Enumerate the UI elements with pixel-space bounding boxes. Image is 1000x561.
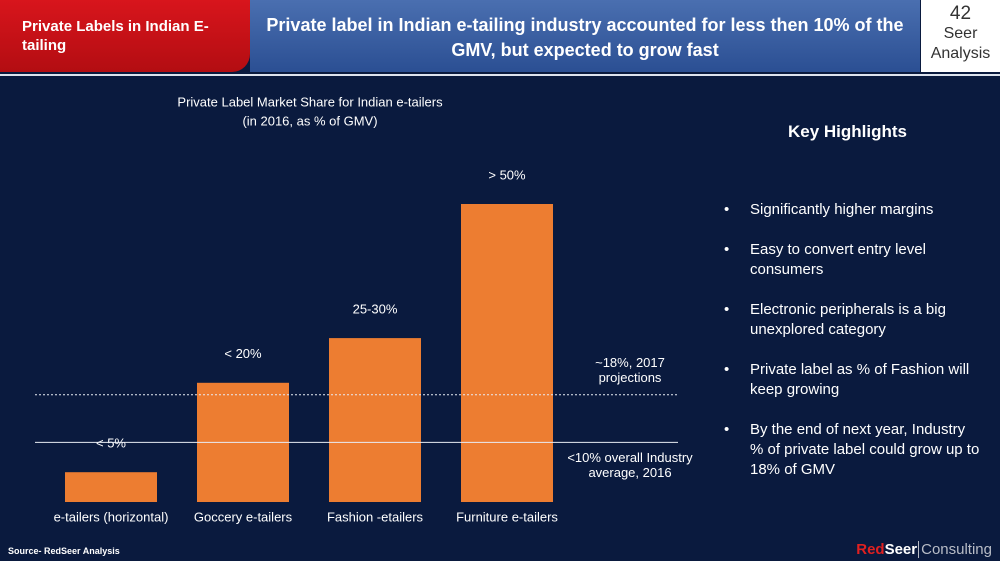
bar — [65, 472, 157, 502]
divider — [0, 74, 1000, 76]
highlight-item: By the end of next year, Industry % of p… — [722, 420, 982, 480]
value-label: 25-30% — [353, 302, 398, 317]
bar — [461, 204, 553, 502]
logo-text: Seer — [884, 541, 918, 558]
x-tick-label: e-tailers (horizontal) — [54, 509, 169, 524]
highlights-list: Significantly higher margins Easy to conv… — [722, 200, 982, 500]
highlight-item: Electronic peripherals is a big unexplor… — [722, 300, 982, 340]
value-label: > 50% — [488, 167, 526, 182]
highlight-item: Easy to convert entry level consumers — [722, 240, 982, 280]
section-label: Private Labels in Indian E-tailing — [0, 0, 250, 72]
logo-text: Red — [856, 541, 885, 558]
chart: Private Label Market Share for Indian e-… — [35, 94, 678, 524]
logo-text: Consulting — [918, 541, 992, 558]
value-label: < 20% — [224, 346, 262, 361]
badge-text: Analysis — [930, 45, 991, 62]
badge-text: Seer — [943, 25, 978, 42]
source-note: Source- RedSeer Analysis — [8, 546, 120, 556]
x-tick-label: Goccery e-tailers — [194, 509, 293, 524]
logo: RedSeer Consulting — [856, 541, 992, 558]
chart-subtitle: (in 2016, as % of GMV) — [242, 113, 377, 128]
page-number: 42 — [949, 3, 972, 24]
highlight-item: Significantly higher margins — [722, 200, 982, 220]
bar — [329, 338, 421, 502]
reference-label: <10% overall Industry average, 2016 — [567, 450, 693, 481]
chart-title: Private Label Market Share for Indian e-… — [177, 94, 443, 109]
x-tick-label: Furniture e-tailers — [456, 509, 558, 524]
value-label: < 5% — [96, 436, 126, 451]
highlight-item: Private label as % of Fashion will keep … — [722, 360, 982, 400]
headline: Private label in Indian e-tailing indust… — [250, 0, 920, 72]
highlights-title: Key Highlights — [787, 122, 907, 141]
reference-label: ~18%, 2017 projections — [595, 354, 665, 385]
x-tick-label: Fashion -etailers — [327, 509, 424, 524]
page-badge: 42 Seer Analysis — [921, 0, 1000, 72]
